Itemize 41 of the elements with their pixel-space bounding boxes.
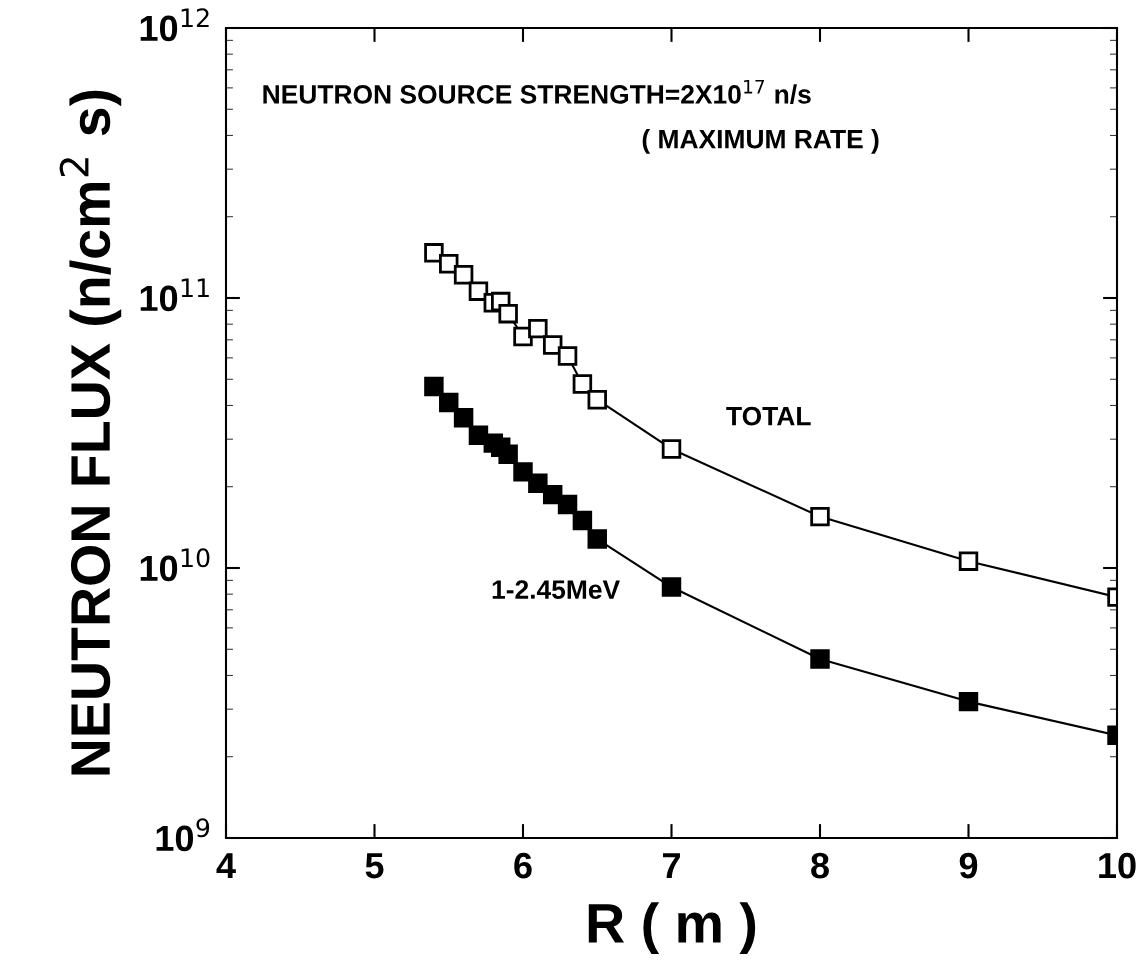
y-tick-label: 10$^{10}$ bbox=[140, 548, 210, 582]
point bbox=[810, 506, 830, 527]
point bbox=[424, 376, 444, 397]
y-tick-label: 10$^{11}$ bbox=[140, 278, 209, 312]
point bbox=[542, 335, 563, 355]
annotation: ( MAXIMUM RATE ) bbox=[642, 129, 879, 154]
point bbox=[453, 408, 474, 428]
point bbox=[557, 346, 578, 366]
x-tick-label: 9 bbox=[959, 852, 978, 879]
y-tick-label: 10$^{12}$ bbox=[140, 8, 209, 42]
x-axis-title: R ( m ) bbox=[588, 902, 756, 955]
point bbox=[661, 439, 682, 459]
point bbox=[528, 318, 548, 339]
x-tick-label: 8 bbox=[811, 852, 829, 879]
point bbox=[958, 551, 979, 571]
point bbox=[810, 649, 830, 669]
series-label: TOTAL bbox=[726, 406, 811, 426]
point bbox=[468, 281, 489, 301]
point bbox=[424, 243, 444, 263]
y-axis-title: NEUTRON FLUX (n/cm$^{2}$ s) bbox=[59, 90, 122, 775]
point bbox=[513, 462, 533, 482]
point bbox=[587, 529, 607, 549]
x-tick-label: 4 bbox=[216, 853, 236, 879]
series-label: 1-2.45MeV bbox=[492, 580, 620, 599]
x-tick-label: 6 bbox=[514, 852, 532, 879]
point bbox=[498, 303, 518, 324]
x-tick-label: 7 bbox=[663, 853, 680, 879]
x-tick-label: 10 bbox=[1099, 852, 1136, 879]
point bbox=[587, 390, 607, 410]
point bbox=[498, 444, 518, 464]
point bbox=[528, 473, 548, 493]
point bbox=[453, 264, 474, 285]
y-tick-label: 10$^{9}$ bbox=[156, 818, 210, 852]
x-tick-label: 5 bbox=[365, 853, 384, 879]
point bbox=[572, 374, 593, 394]
point bbox=[958, 691, 979, 712]
point bbox=[572, 510, 593, 531]
point bbox=[557, 494, 578, 515]
point bbox=[439, 392, 459, 413]
point bbox=[661, 577, 682, 597]
annotation: NEUTRON SOURCE STRENGTH=2X10$^{17}$ n/s bbox=[263, 79, 811, 105]
